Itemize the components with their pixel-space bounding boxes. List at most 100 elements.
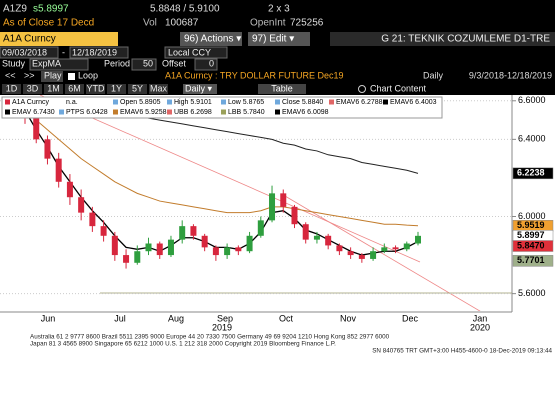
trend-line [284,195,481,311]
edit-button[interactable] [248,32,310,46]
tab[interactable] [65,84,84,94]
legend-entry: EMAV6 6.4003 [390,99,437,106]
price-label: 6.2238 [517,168,545,178]
legend-swatch [113,109,118,115]
tab[interactable] [149,84,168,94]
candle-body [269,193,276,221]
legend-entry: EMAV6 6.0098 [282,109,329,116]
x-tick-label: Aug [168,313,184,323]
legend-swatch [221,99,226,105]
candle-body [392,247,399,250]
candle-body [123,255,130,263]
y-tick-label: 5.6000 [518,288,546,298]
legend-swatch [5,99,10,105]
legend-swatch [167,109,172,115]
table-button[interactable] [258,84,306,94]
price-label-box [512,167,554,180]
legend-swatch [221,109,226,115]
y-tick-label: 6.6000 [518,95,546,105]
y-tick-label: 6.0000 [518,211,546,221]
title-bar [330,32,555,46]
last-price: s5.8997 [33,4,69,15]
candle-body [33,116,40,140]
tab[interactable] [44,84,63,94]
legend-entry: EMAV6 6.2788 [336,99,383,106]
start: 09/03/2018 [2,47,47,57]
candle-body [66,181,73,198]
chart-bg [0,95,555,400]
edit: 97) Edit ▾ [252,34,294,45]
candle-body [257,220,264,236]
candle-body [370,251,377,259]
legend-swatch [167,99,172,105]
tab[interactable] [86,84,105,94]
candle-body [167,239,174,256]
candle-body [358,255,365,259]
candle-body [145,243,152,252]
x-tick-label: Jul [114,313,126,323]
ccy-select[interactable] [164,46,228,59]
price-label: 5.9519 [517,220,545,230]
candle-body [190,226,197,236]
legend-entry: EMAV6 5.9258 [120,109,167,116]
candle-body [224,247,231,256]
end-input[interactable] [69,46,129,59]
legend-entry: n.a. [66,99,78,106]
tab-label: YTD [87,83,106,93]
actions-button[interactable] [180,32,242,46]
candle-body [55,158,62,182]
price-label-box [512,240,554,252]
candle-body [381,247,388,252]
legend-swatch [113,99,118,105]
daily-select[interactable] [183,84,217,94]
offset-input[interactable] [194,58,218,71]
candle-body [325,235,332,246]
candle-body [134,251,141,263]
security-input[interactable] [0,32,118,46]
dash: - [62,47,65,57]
candle-body [347,251,354,256]
period-input[interactable] [131,58,157,71]
legend-swatch [383,99,388,105]
candle-body [280,193,287,207]
x-tick-label: Jun [41,313,56,323]
tab[interactable] [23,84,42,94]
play-button[interactable] [41,71,63,82]
offset: 0 [209,58,214,68]
tab-label: Max [150,83,168,93]
candle-body [313,235,320,240]
play: Play [44,70,62,80]
candle-body [302,224,309,240]
loop-checkbox[interactable] [68,73,75,80]
forward[interactable]: >> [24,70,35,80]
candle-body [89,212,96,227]
legend-entry: High 5.9101 [174,99,212,106]
offset-label: Offset [162,58,186,68]
candle-body [403,243,410,250]
daily: Daily ▾ [185,83,213,93]
chart-content[interactable]: Chart Content [370,83,427,93]
legend-swatch [59,109,64,115]
candle-body [235,247,242,252]
legend-swatch [5,109,10,115]
candle-body [336,245,343,252]
price-label: 5.8997 [517,230,545,240]
legend-entry: Close 5.8840 [282,99,323,106]
rewind[interactable]: << [5,70,16,80]
study-select[interactable] [29,58,89,71]
x-tick-label: Dec [402,313,419,323]
tab[interactable] [2,84,21,94]
legend-entry: PTPS 6.0428 [66,109,108,116]
price-label: 5.7701 [517,255,545,265]
tab[interactable] [128,84,147,94]
tab[interactable] [107,84,126,94]
legend-swatch [275,109,280,115]
table: Table [271,83,293,93]
start-input[interactable] [0,46,59,59]
tab-label: 3D [27,83,39,93]
candle-body [111,235,118,256]
ema-line [24,110,419,227]
oi-label: OpenInt [250,18,286,29]
study: ExpMA [32,58,61,68]
as-of: As of Close 17 Decd [3,18,94,29]
